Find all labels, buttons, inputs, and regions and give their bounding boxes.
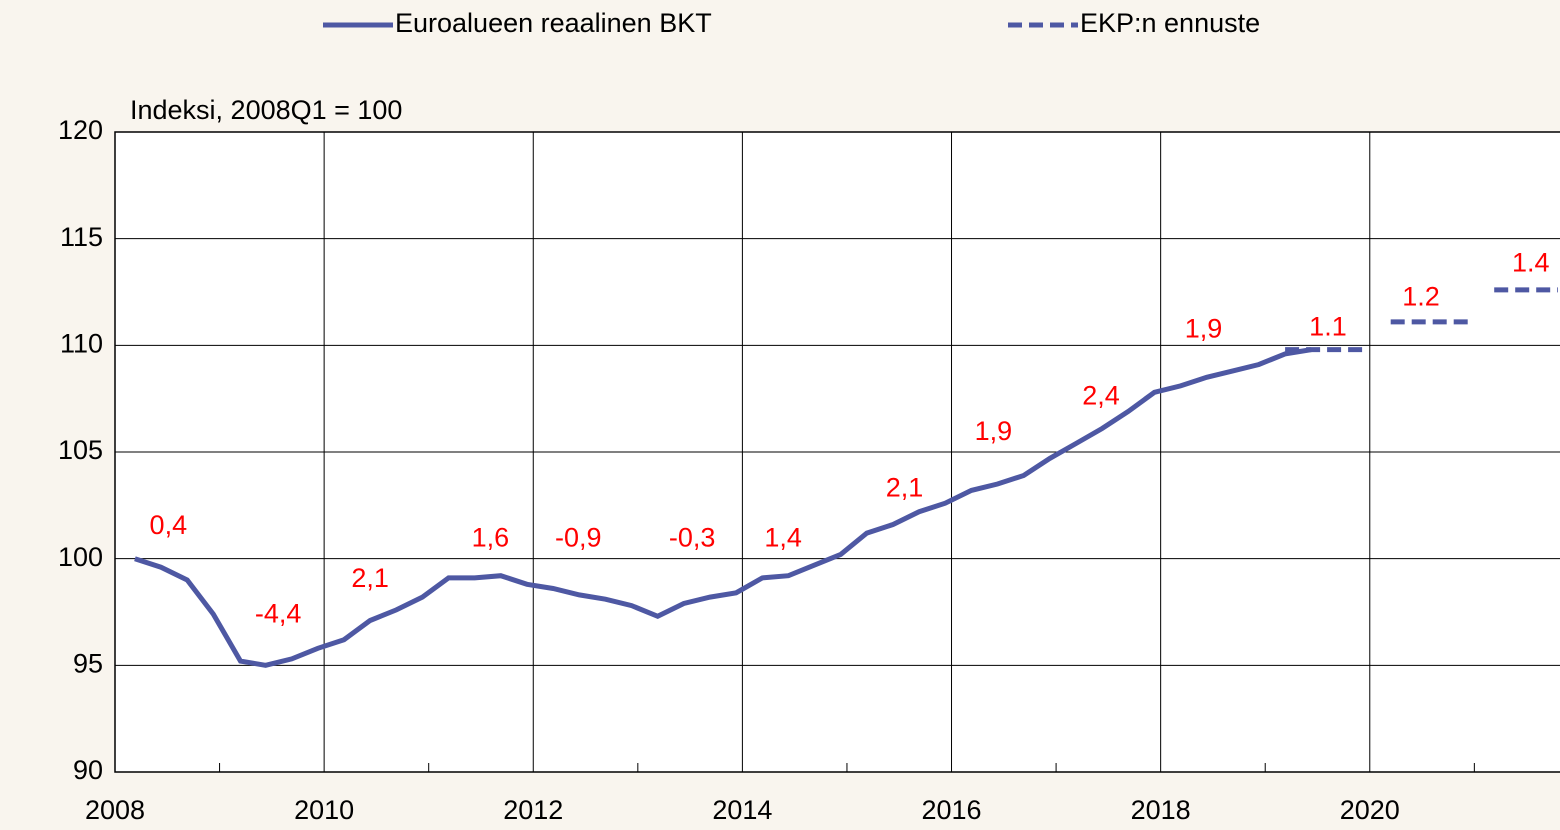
x-tick-label: 2016: [921, 795, 981, 825]
y-tick-label: 100: [58, 542, 103, 572]
x-tick-label: 2014: [712, 795, 772, 825]
annotation: -0,3: [669, 523, 716, 553]
annotation: 2,4: [1082, 381, 1120, 411]
y-tick-label: 120: [58, 115, 103, 145]
annotation: -0,9: [555, 523, 602, 553]
forecast-line: [1285, 287, 1558, 353]
x-tick-label: 2018: [1131, 795, 1191, 825]
annotation: 1.4: [1512, 247, 1550, 277]
annotation: -4,4: [255, 598, 302, 628]
legend-label: Euroalueen reaalinen BKT: [395, 8, 712, 38]
data-line: [134, 347, 1312, 668]
x-tick-label: 2008: [85, 795, 145, 825]
y-tick-label: 110: [60, 328, 103, 358]
y-tick-label: 90: [73, 755, 103, 785]
y-tick-label: 95: [73, 648, 103, 678]
legend-label: EKP:n ennuste: [1080, 8, 1260, 38]
x-tick-label: 2010: [294, 795, 354, 825]
x-tick-label: 2012: [503, 795, 563, 825]
x-tick-label: 2020: [1340, 795, 1400, 825]
annotation: 1,6: [472, 523, 510, 553]
plot-frame: [114, 131, 1560, 773]
annotation: 0,4: [150, 510, 188, 540]
annotation: 1,9: [975, 416, 1013, 446]
annotation: 2,1: [886, 472, 924, 502]
y-axis-label: Indeksi, 2008Q1 = 100: [130, 95, 402, 125]
annotation: 1.1: [1309, 311, 1347, 341]
annotation: 1.2: [1402, 282, 1440, 312]
y-tick-label: 115: [60, 222, 103, 252]
annotation: 1,4: [764, 523, 802, 553]
annotation: 2,1: [351, 563, 389, 593]
annotation: 1,9: [1185, 314, 1223, 344]
y-tick-label: 105: [58, 435, 103, 465]
